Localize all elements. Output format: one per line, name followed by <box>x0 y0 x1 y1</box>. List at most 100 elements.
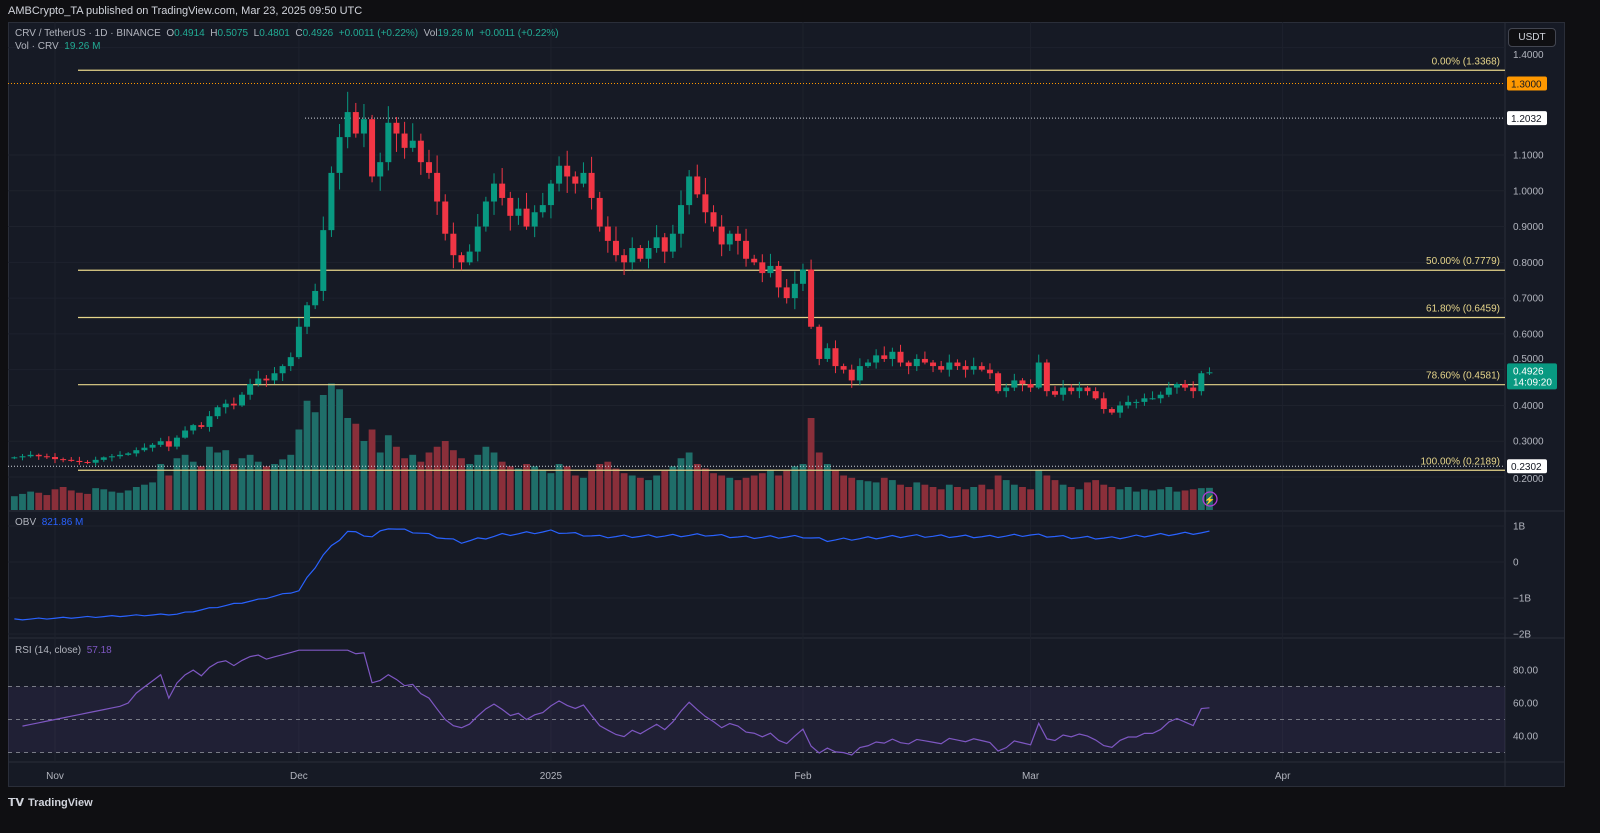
candle-body <box>182 430 189 438</box>
candle-body <box>1198 373 1205 392</box>
candle-body <box>938 366 945 370</box>
candle-body <box>385 122 392 163</box>
candle-body <box>1173 383 1180 388</box>
candle-body <box>1190 387 1197 392</box>
volume-bar <box>872 482 880 510</box>
candle-body <box>856 366 863 381</box>
volume-bar <box>279 459 287 510</box>
candle-body <box>100 457 107 460</box>
volume-bar <box>319 395 327 510</box>
volume-bar <box>116 492 124 510</box>
volume-bar <box>954 487 961 510</box>
candle-body <box>393 122 400 134</box>
volume-bar <box>206 446 213 510</box>
candle-body <box>913 358 920 367</box>
volume-bar <box>360 441 368 510</box>
volume-bar <box>1075 489 1083 510</box>
volume-bar <box>897 484 904 510</box>
volume-bar <box>531 466 539 510</box>
lightning-icon <box>1202 491 1218 507</box>
volume-bar <box>1084 482 1091 510</box>
candle-body <box>1182 383 1189 388</box>
rsi-legend[interactable]: RSI (14, close) 57.18 <box>15 645 112 656</box>
volume-bar <box>962 489 969 510</box>
symbol-name[interactable]: CRV / TetherUS · 1D · BINANCE <box>15 28 161 39</box>
time-axis-label: Nov <box>46 771 64 782</box>
obv-legend[interactable]: OBV 821.86 M <box>15 517 83 528</box>
volume-bar <box>604 461 612 510</box>
candle-body <box>873 355 880 363</box>
candle-body <box>466 251 473 263</box>
obv-name: OBV <box>15 517 37 528</box>
candle-body <box>247 383 254 395</box>
candle-body <box>1060 387 1067 395</box>
volume-bar <box>742 477 750 510</box>
price-tag <box>1507 459 1547 474</box>
volume-bar <box>1141 489 1148 510</box>
candle-body <box>287 357 294 367</box>
brand-name: TradingView <box>28 796 93 809</box>
rsi-axis-label: 80.00 <box>1513 666 1538 677</box>
candle-body <box>279 366 286 374</box>
candle-body <box>1084 387 1091 392</box>
volume-bar <box>181 454 189 510</box>
candle-body <box>27 454 34 457</box>
volume-bar <box>1173 491 1181 510</box>
candle-body <box>556 165 563 184</box>
volume-bar <box>653 475 661 510</box>
volume-bar <box>238 458 246 510</box>
candle-body <box>141 447 148 451</box>
rsi-value: 57.18 <box>86 645 112 656</box>
volume-bar <box>661 470 669 510</box>
price-axis-label: 1.0000 <box>1513 186 1544 197</box>
obv-axis-label: −2B <box>1513 630 1531 641</box>
volume-bar <box>157 464 165 510</box>
volume-legend[interactable]: Vol · CRV 19.26 M <box>15 41 100 52</box>
volume-bar <box>352 423 360 510</box>
price-tag <box>1507 111 1547 126</box>
candle-body <box>360 119 367 134</box>
candle-body <box>206 416 213 427</box>
candle-body <box>499 183 506 198</box>
time-axis-label: Mar <box>1022 771 1040 782</box>
candle-body <box>710 212 717 227</box>
volume-bar <box>929 487 937 510</box>
candle-body <box>84 461 91 463</box>
volume-bar <box>287 454 295 510</box>
candle-body <box>1092 391 1099 399</box>
volume-bar <box>1010 484 1018 510</box>
candle-body <box>621 255 628 263</box>
volume-bar <box>384 435 392 510</box>
volume-indicator-value: 19.26 M <box>64 41 101 52</box>
price-axis-label: 0.9000 <box>1513 222 1544 233</box>
volume-bar <box>726 477 734 510</box>
tradingview-logo[interactable]: 𝗧𝗩 TradingView <box>8 796 93 810</box>
volume-bar <box>1027 489 1034 510</box>
volume-bar <box>685 452 693 510</box>
candle-body <box>1165 387 1172 395</box>
candle-body <box>946 362 953 370</box>
volume-bar <box>417 461 425 510</box>
candle-body <box>165 441 172 447</box>
chart-frame[interactable] <box>8 22 1565 787</box>
candle-body <box>230 403 237 406</box>
price-tag <box>1507 76 1547 91</box>
candle-body <box>1133 401 1140 403</box>
candle-body <box>117 454 124 457</box>
obv-axis-label: 1B <box>1513 522 1526 533</box>
candle-body <box>523 208 530 227</box>
candle-body <box>775 265 782 288</box>
volume-bar <box>1165 487 1173 510</box>
candle-body <box>507 197 514 216</box>
candle-body <box>458 255 465 263</box>
high-value: 0.5075 <box>217 28 249 39</box>
candle-body <box>1206 372 1213 374</box>
currency-button[interactable]: USDT <box>1508 28 1556 47</box>
fib-level-label: 78.60% (0.4581) <box>1426 371 1500 382</box>
price-axis-label: 0.8000 <box>1513 258 1544 269</box>
candle-body <box>954 362 961 367</box>
candle-body <box>596 197 603 227</box>
candle-body <box>401 133 408 148</box>
candle-body <box>43 456 50 458</box>
